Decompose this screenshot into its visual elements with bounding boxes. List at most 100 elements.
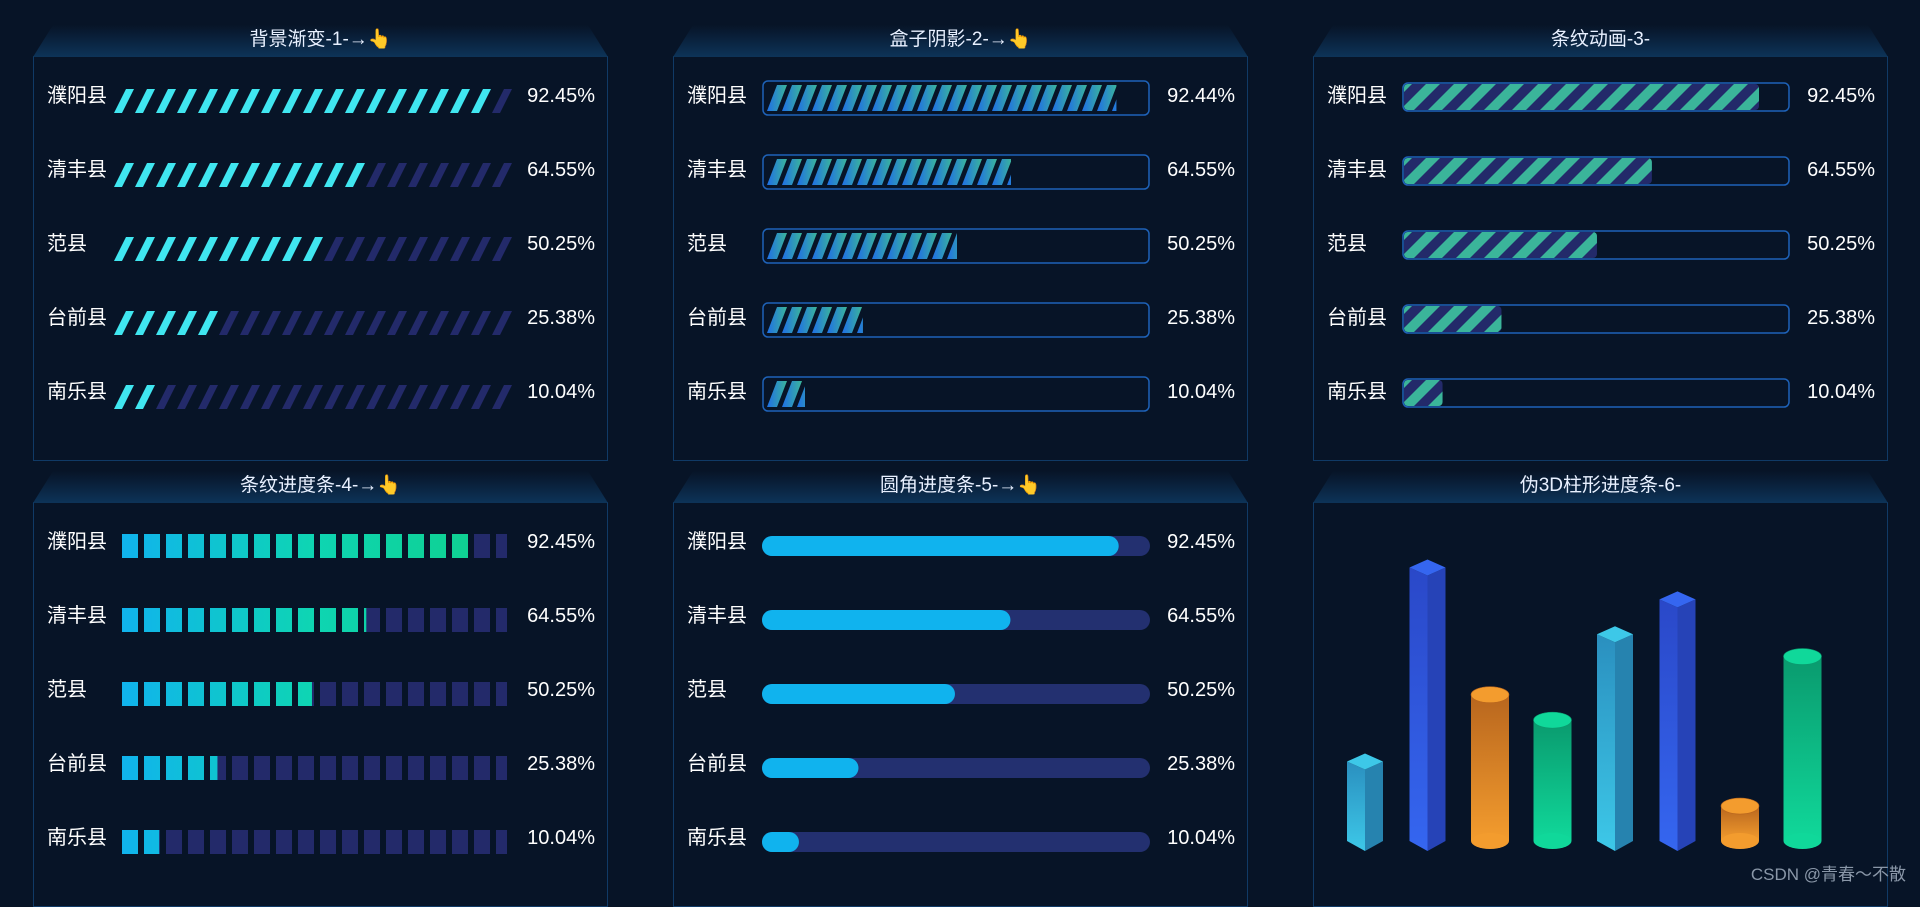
stripe-bar <box>114 311 512 335</box>
county-label: 濮阳县 <box>1327 85 1387 107</box>
segment-empty <box>364 756 380 780</box>
percent-label: 64.55% <box>1167 605 1235 627</box>
stripe-filled <box>114 89 134 113</box>
stripe-filled <box>387 89 407 113</box>
stripe-empty <box>345 311 365 335</box>
stripe-filled <box>177 237 197 261</box>
county-label: 濮阳县 <box>687 531 747 553</box>
progress-row: 濮阳县 92.44% <box>674 76 1247 116</box>
stripe-empty <box>324 311 344 335</box>
stripe-filled <box>114 237 134 261</box>
progress-row: 台前县 25.38% <box>1314 298 1887 338</box>
progress-frame <box>762 154 1150 190</box>
percent-label: 64.55% <box>1167 159 1235 181</box>
progress-row: 范县 50.25% <box>34 670 607 710</box>
stripe-empty <box>471 163 491 187</box>
segment-filled <box>276 608 292 632</box>
county-label: 台前县 <box>1327 307 1387 329</box>
segment-empty <box>254 756 270 780</box>
stripe-empty <box>282 311 302 335</box>
segment-filled <box>342 534 358 558</box>
segment-empty <box>452 756 468 780</box>
segment-filled <box>122 534 138 558</box>
county-label: 清丰县 <box>687 159 747 181</box>
panel-header: 条纹进度条-4-→👆 <box>33 471 608 503</box>
segment-filled <box>166 682 182 706</box>
segment-filled <box>122 608 138 632</box>
segment-empty <box>408 756 424 780</box>
stripe-empty <box>366 237 386 261</box>
stripe-filled <box>177 163 197 187</box>
panel-title[interactable]: 圆角进度条-5-→👆 <box>880 475 1041 496</box>
progress-frame <box>762 228 1150 264</box>
stripe-filled <box>282 237 302 261</box>
stripe-bar <box>114 163 512 187</box>
segment-empty <box>232 756 248 780</box>
segment-empty <box>430 830 446 854</box>
panel-header-shape <box>33 25 608 57</box>
prism-bar <box>1347 753 1383 851</box>
bar-frame <box>762 302 1150 338</box>
stripe-filled <box>114 385 134 409</box>
progress-row: 濮阳县 92.45% <box>674 522 1247 562</box>
stripe-empty <box>429 385 449 409</box>
stripe-bar <box>114 385 512 409</box>
segment-empty <box>386 608 402 632</box>
segment-filled <box>408 534 424 558</box>
segment-empty <box>276 756 292 780</box>
stripe-empty <box>219 385 239 409</box>
bar-frame <box>762 80 1150 116</box>
county-label: 南乐县 <box>47 827 107 849</box>
segment-filled <box>276 534 292 558</box>
progress-row: 范县 50.25% <box>674 670 1247 710</box>
cylinder-bar <box>1470 686 1510 849</box>
segment-empty <box>298 830 314 854</box>
stripe-filled <box>303 237 323 261</box>
panel-header-shape <box>1313 25 1888 57</box>
percent-label: 25.38% <box>1167 307 1235 329</box>
stripe-empty <box>492 385 512 409</box>
segment-empty <box>408 682 424 706</box>
stripe-filled <box>114 163 134 187</box>
percent-label: 10.04% <box>527 381 595 403</box>
prism-bar <box>1409 559 1446 851</box>
bar-fill <box>767 381 805 407</box>
segment-filled <box>144 830 160 854</box>
segment-filled <box>430 534 446 558</box>
segment-empty <box>166 830 182 854</box>
segment-filled <box>122 756 138 780</box>
progress-row: 南乐县 10.04% <box>674 818 1247 858</box>
stripe-filled <box>219 237 239 261</box>
panel-title[interactable]: 条纹进度条-4-→👆 <box>240 475 401 496</box>
stripe-bar <box>1402 156 1790 186</box>
percent-label: 92.45% <box>1807 85 1875 107</box>
cylinder-bar <box>1783 648 1822 849</box>
segment-filled <box>386 534 402 558</box>
stripe-filled <box>471 89 491 113</box>
panel-box-shadow: 盒子阴影-2-→👆 濮阳县 92.44% 清丰县 64.55% 范县 50.25% 台前县 2… <box>673 25 1248 461</box>
county-label: 南乐县 <box>687 827 747 849</box>
panel-title: 伪3D柱形进度条-6- <box>1519 475 1682 496</box>
panel-header: 伪3D柱形进度条-6- <box>1313 471 1888 503</box>
segment-filled <box>122 830 138 854</box>
stripe-filled <box>156 163 176 187</box>
segment-empty <box>232 830 248 854</box>
stripe-empty <box>471 311 491 335</box>
stripe-filled <box>324 89 344 113</box>
stripe-filled <box>219 89 239 113</box>
panel-title[interactable]: 背景渐变-1-→👆 <box>249 29 392 50</box>
bar-frame <box>762 228 1150 264</box>
stripe-filled <box>429 89 449 113</box>
progress-frame <box>762 302 1150 338</box>
stripe-filled <box>345 89 365 113</box>
percent-label: 25.38% <box>527 307 595 329</box>
bar-fill <box>1404 232 1597 258</box>
bar-fill <box>762 684 955 704</box>
percent-label: 92.44% <box>1167 85 1235 107</box>
panel-title[interactable]: 盒子阴影-2-→👆 <box>889 29 1032 50</box>
stripe-empty <box>282 385 302 409</box>
stripe-empty <box>261 311 281 335</box>
progress-row: 台前县 25.38% <box>674 298 1247 338</box>
stripe-empty <box>366 385 386 409</box>
segment-end <box>504 756 507 780</box>
